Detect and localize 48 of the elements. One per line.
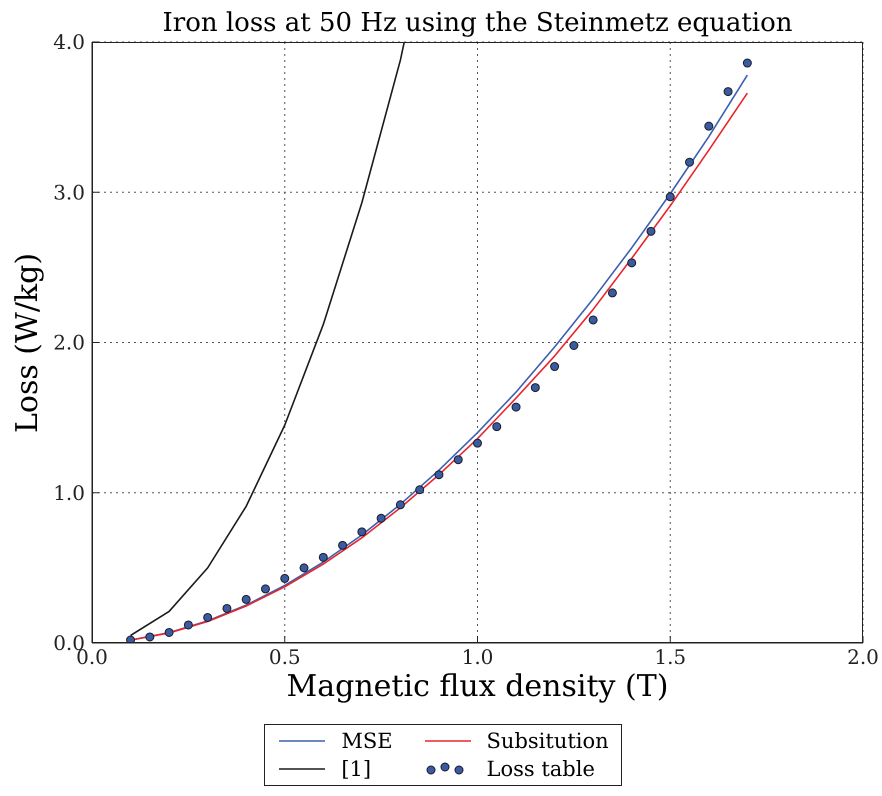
y-axis-title: Loss (W/kg) — [10, 252, 45, 433]
chart-title: Iron loss at 50 Hz using the Steinmetz equation — [162, 8, 794, 38]
point — [646, 226, 656, 236]
point — [530, 383, 540, 392]
point — [588, 315, 598, 324]
point — [512, 402, 521, 412]
legend-label: MSE — [341, 729, 393, 753]
point — [338, 540, 348, 550]
point — [260, 584, 270, 594]
x-axis-title: Magnetic flux density (T) — [286, 669, 670, 704]
point — [242, 594, 251, 604]
point — [318, 552, 328, 562]
point — [742, 58, 752, 68]
point — [415, 485, 424, 494]
point — [685, 158, 694, 167]
x-tick-label: 1.5 — [654, 645, 686, 670]
point — [126, 635, 136, 643]
point — [666, 192, 675, 202]
point — [550, 362, 560, 372]
point — [357, 527, 366, 536]
point — [724, 87, 733, 96]
point — [164, 628, 174, 637]
y-tick-label: 2.0 — [53, 330, 85, 355]
x-tick-label: 2.0 — [847, 645, 879, 670]
x-tick-label: 0.5 — [268, 645, 301, 670]
point — [145, 632, 154, 642]
y-tick-label: 4.0 — [53, 30, 85, 54]
point — [704, 122, 714, 131]
x-tick-label: 1.0 — [462, 645, 494, 670]
point — [280, 574, 290, 583]
y-tick-label: 3.0 — [53, 180, 85, 204]
legend-label: Loss table — [486, 757, 595, 781]
point — [376, 514, 386, 523]
point — [454, 455, 463, 464]
y-tick-label: 1.0 — [53, 480, 85, 505]
point — [627, 258, 636, 268]
point — [300, 563, 309, 572]
point — [184, 620, 193, 630]
point — [492, 422, 502, 432]
point — [396, 500, 405, 510]
legend-label: Subsitution — [486, 729, 609, 753]
point — [222, 604, 232, 613]
point — [434, 470, 444, 480]
legend-label: [1] — [341, 757, 372, 781]
point — [473, 438, 482, 448]
point — [203, 612, 212, 622]
point — [569, 341, 578, 350]
point — [608, 288, 617, 298]
